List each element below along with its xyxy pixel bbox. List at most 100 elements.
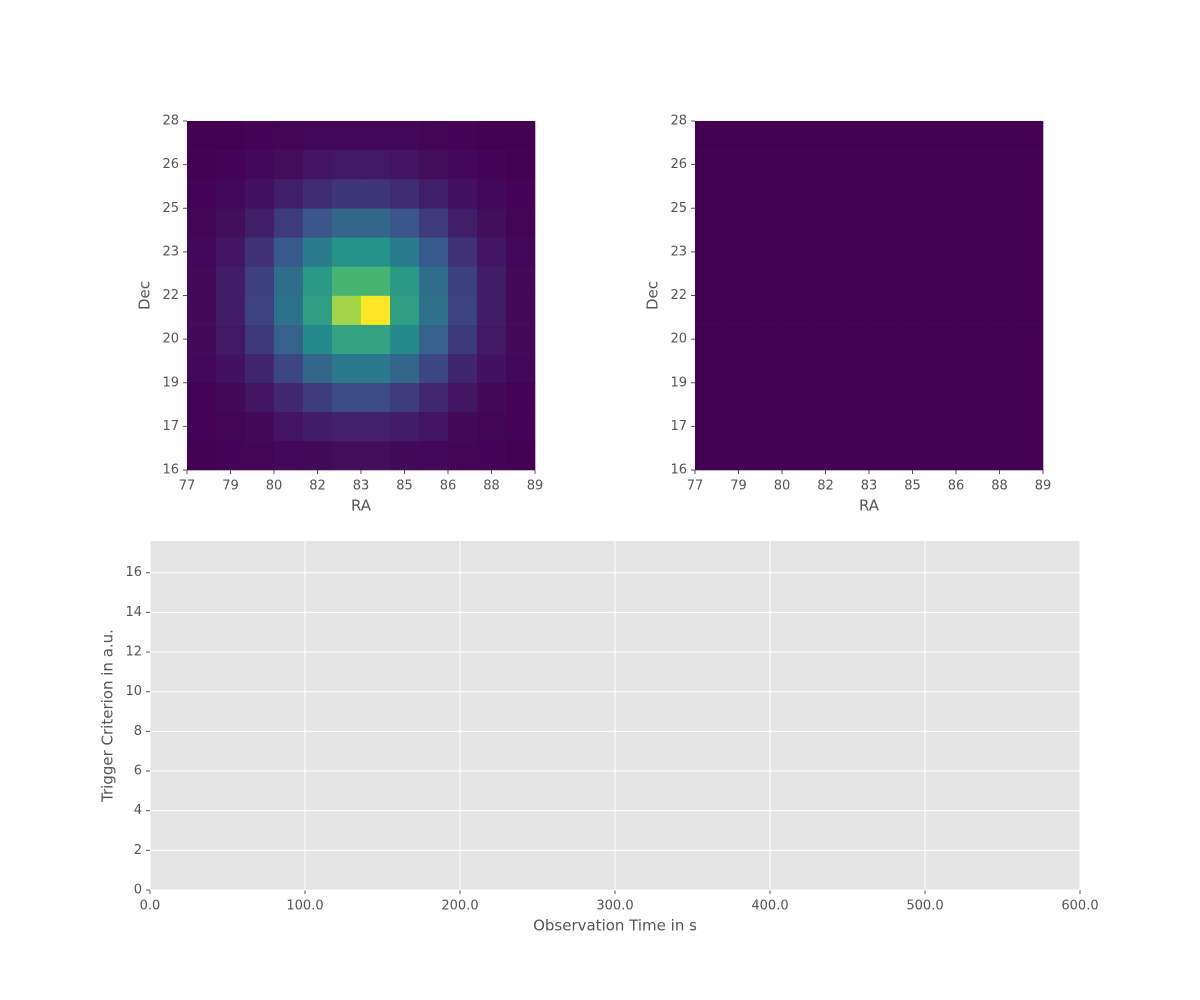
heatmap-cell xyxy=(506,150,536,180)
x-tick-label: 80 xyxy=(266,479,283,494)
heatmap-cell xyxy=(869,237,899,267)
heatmap-cell xyxy=(927,382,957,413)
heatmap-cell xyxy=(361,208,391,238)
heatmap-cell xyxy=(840,440,870,471)
y-tick-label: 12 xyxy=(125,645,142,660)
heatmap-cell xyxy=(332,324,362,354)
heatmap-cell xyxy=(840,150,870,180)
heatmap-cell xyxy=(869,179,899,209)
heatmap-cell xyxy=(985,179,1015,209)
y-tick-label: 25 xyxy=(670,201,687,216)
x-axis-label: Observation Time in s xyxy=(533,917,697,935)
heatmap-cell xyxy=(753,324,783,354)
heatmap-cell xyxy=(477,324,507,354)
heatmap-cell xyxy=(448,266,478,296)
y-tick-label: 23 xyxy=(670,244,687,259)
heatmap-cell xyxy=(1014,150,1044,180)
heatmap-cell xyxy=(956,353,986,384)
heatmap-cell xyxy=(927,440,957,471)
heatmap-cell xyxy=(274,150,304,180)
heatmap-cell xyxy=(419,266,449,296)
y-tick-label: 10 xyxy=(125,684,142,699)
heatmap-cell xyxy=(1014,324,1044,354)
heatmap-cell xyxy=(361,266,391,296)
heatmap-cell xyxy=(332,411,362,442)
heatmap-cell xyxy=(927,121,957,151)
heatmap-cell xyxy=(245,237,275,267)
heatmap-cell xyxy=(811,208,841,238)
heatmap-cell xyxy=(187,295,217,325)
heatmap-cell xyxy=(695,179,725,209)
heatmap-cell xyxy=(303,150,333,180)
heatmap-cell xyxy=(724,237,754,267)
heatmap-cell xyxy=(840,324,870,354)
y-tick-label: 26 xyxy=(670,157,687,172)
heatmap-cell xyxy=(361,324,391,354)
heatmap-cell xyxy=(811,121,841,151)
heatmap-cell xyxy=(361,295,391,325)
heatmap-cell xyxy=(898,208,928,238)
heatmap-cell xyxy=(1014,440,1044,471)
heatmap-cell xyxy=(753,179,783,209)
heatmap-cell xyxy=(869,353,899,384)
heatmap-cell xyxy=(724,150,754,180)
heatmap-cell xyxy=(869,121,899,151)
heatmap-cell xyxy=(361,353,391,384)
y-tick-label: 16 xyxy=(125,565,142,580)
heatmap-cell xyxy=(245,150,275,180)
heatmap-cell xyxy=(390,266,420,296)
heatmap-cell xyxy=(695,382,725,413)
heatmap-cell xyxy=(724,266,754,296)
heatmap-cell xyxy=(927,324,957,354)
heatmap-cell xyxy=(506,295,536,325)
heatmap-cell xyxy=(956,208,986,238)
heatmap-cell xyxy=(506,266,536,296)
heatmap-cell xyxy=(782,150,812,180)
heatmap-cell xyxy=(927,295,957,325)
heatmap-cell xyxy=(303,382,333,413)
heatmap-cell xyxy=(216,208,246,238)
heatmap-cell xyxy=(477,266,507,296)
heatmap-cell xyxy=(419,237,449,267)
heatmap-cell xyxy=(782,237,812,267)
y-tick-label: 20 xyxy=(162,332,179,347)
heatmap-cell xyxy=(390,295,420,325)
heatmap-cell xyxy=(506,179,536,209)
heatmap-cell xyxy=(898,353,928,384)
heatmap-cell xyxy=(956,324,986,354)
heatmap-cell xyxy=(303,440,333,471)
heatmap-cell xyxy=(695,324,725,354)
heatmap-cell xyxy=(811,150,841,180)
heatmap-cell xyxy=(245,411,275,442)
heatmap-cell xyxy=(448,382,478,413)
heatmap-cell xyxy=(927,237,957,267)
heatmap-cell xyxy=(869,411,899,442)
heatmap-cell xyxy=(419,208,449,238)
heatmap-cell xyxy=(695,411,725,442)
heatmap-cell xyxy=(448,295,478,325)
heatmap-cell xyxy=(419,411,449,442)
y-tick-label: 16 xyxy=(162,463,179,478)
heatmap-cell xyxy=(332,440,362,471)
heatmap-cell xyxy=(753,121,783,151)
heatmap-cell xyxy=(898,121,928,151)
heatmap-cell xyxy=(274,440,304,471)
heatmap-cell xyxy=(448,353,478,384)
heatmap-cell xyxy=(869,324,899,354)
heatmap-cell xyxy=(956,440,986,471)
x-tick-label: 86 xyxy=(948,479,965,494)
heatmap-cell xyxy=(1014,353,1044,384)
y-tick-label: 6 xyxy=(134,764,142,779)
heatmap-cell xyxy=(332,121,362,151)
heatmap-cell xyxy=(840,411,870,442)
heatmap-cell xyxy=(303,237,333,267)
y-tick-label: 4 xyxy=(134,803,142,818)
heatmap-cell xyxy=(869,440,899,471)
heatmap-cell xyxy=(840,208,870,238)
heatmap-cell xyxy=(506,208,536,238)
heatmap-cell xyxy=(898,324,928,354)
heatmap-cell xyxy=(753,266,783,296)
heatmap-cell xyxy=(724,121,754,151)
y-tick-label: 8 xyxy=(134,724,142,739)
x-axis-label: RA xyxy=(859,497,880,515)
